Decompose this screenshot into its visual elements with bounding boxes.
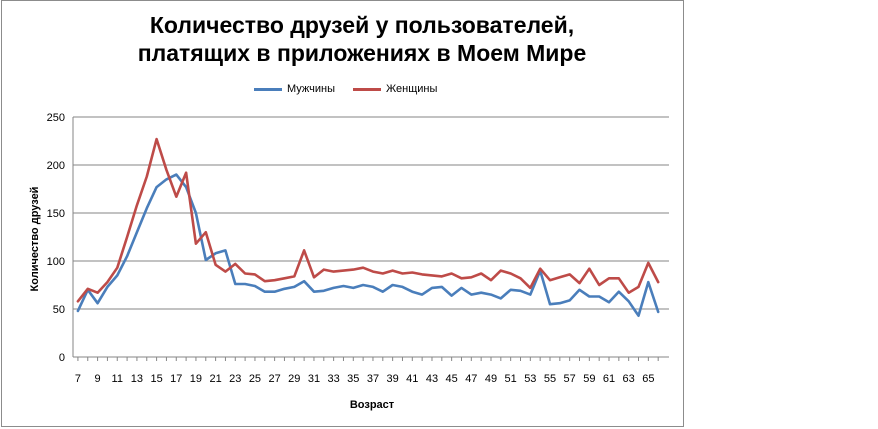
x-tick-label: 25 [249, 373, 261, 385]
x-tick-label: 27 [268, 373, 280, 385]
x-tick-label: 53 [524, 373, 536, 385]
x-tick-label: 43 [426, 373, 438, 385]
legend-label-women: Женщины [386, 83, 438, 95]
x-tick-label: 61 [603, 373, 615, 385]
y-tick-label: 100 [47, 256, 65, 268]
x-tick-label: 63 [623, 373, 635, 385]
x-tick-label: 11 [112, 373, 123, 385]
legend-item-women: Женщины [353, 83, 437, 95]
x-tick-label: 19 [190, 373, 202, 385]
x-tick-label: 65 [642, 373, 654, 385]
x-tick-label: 29 [288, 373, 300, 385]
y-tick-label: 50 [53, 304, 65, 316]
x-tick-label: 55 [544, 373, 556, 385]
x-tick-label: 45 [446, 373, 458, 385]
legend-item-men: Мужчины [254, 83, 335, 95]
x-tick-label: 15 [150, 373, 162, 385]
legend-swatch-women [353, 87, 382, 91]
x-tick-label: 17 [170, 373, 182, 385]
x-axis-title: Возраст [349, 399, 395, 411]
x-tick-label: 49 [485, 373, 497, 385]
y-tick-label: 0 [59, 352, 65, 364]
x-tick-label: 35 [347, 373, 359, 385]
x-tick-label: 57 [564, 373, 576, 385]
plot-svg: 0 50 100 150 200 250 7 9 11 13 15 17 19 21 23 25 27 29 31 3… [47, 112, 669, 385]
chart-title-line-1: Количество друзей у пользователей, [149, 12, 575, 38]
y-tick-label: 200 [47, 160, 65, 172]
x-tick-label: 39 [387, 373, 399, 385]
y-tick-label: 250 [47, 112, 65, 124]
x-tick-label: 51 [505, 373, 517, 385]
legend-swatch-men [254, 87, 282, 91]
x-tick-label: 21 [209, 373, 221, 385]
x-tick-label: 13 [131, 373, 143, 385]
chart-area: Количество друзей у пользователей, платя… [1, 0, 684, 427]
x-tick-label: 33 [328, 373, 340, 385]
x-tick-label: 31 [308, 373, 320, 385]
x-tick-label: 7 [75, 373, 81, 385]
x-tick-label: 23 [229, 373, 241, 385]
x-tick-label: 37 [367, 373, 379, 385]
x-tick-label: 47 [465, 373, 477, 385]
series-line-women [76, 137, 660, 303]
chart-title: Количество друзей у пользователей, платя… [92, 11, 632, 67]
y-tick-label: 150 [47, 208, 65, 220]
x-tick-label: 9 [95, 373, 101, 385]
legend: Мужчины Женщины [254, 81, 455, 97]
chart-title-line-2: платящих в приложениях в Моем Мире [137, 40, 587, 66]
x-tick-label: 41 [406, 373, 418, 385]
legend-label-men: Мужчины [287, 83, 336, 95]
series-line-men [76, 173, 660, 318]
x-tick-label: 59 [583, 373, 595, 385]
